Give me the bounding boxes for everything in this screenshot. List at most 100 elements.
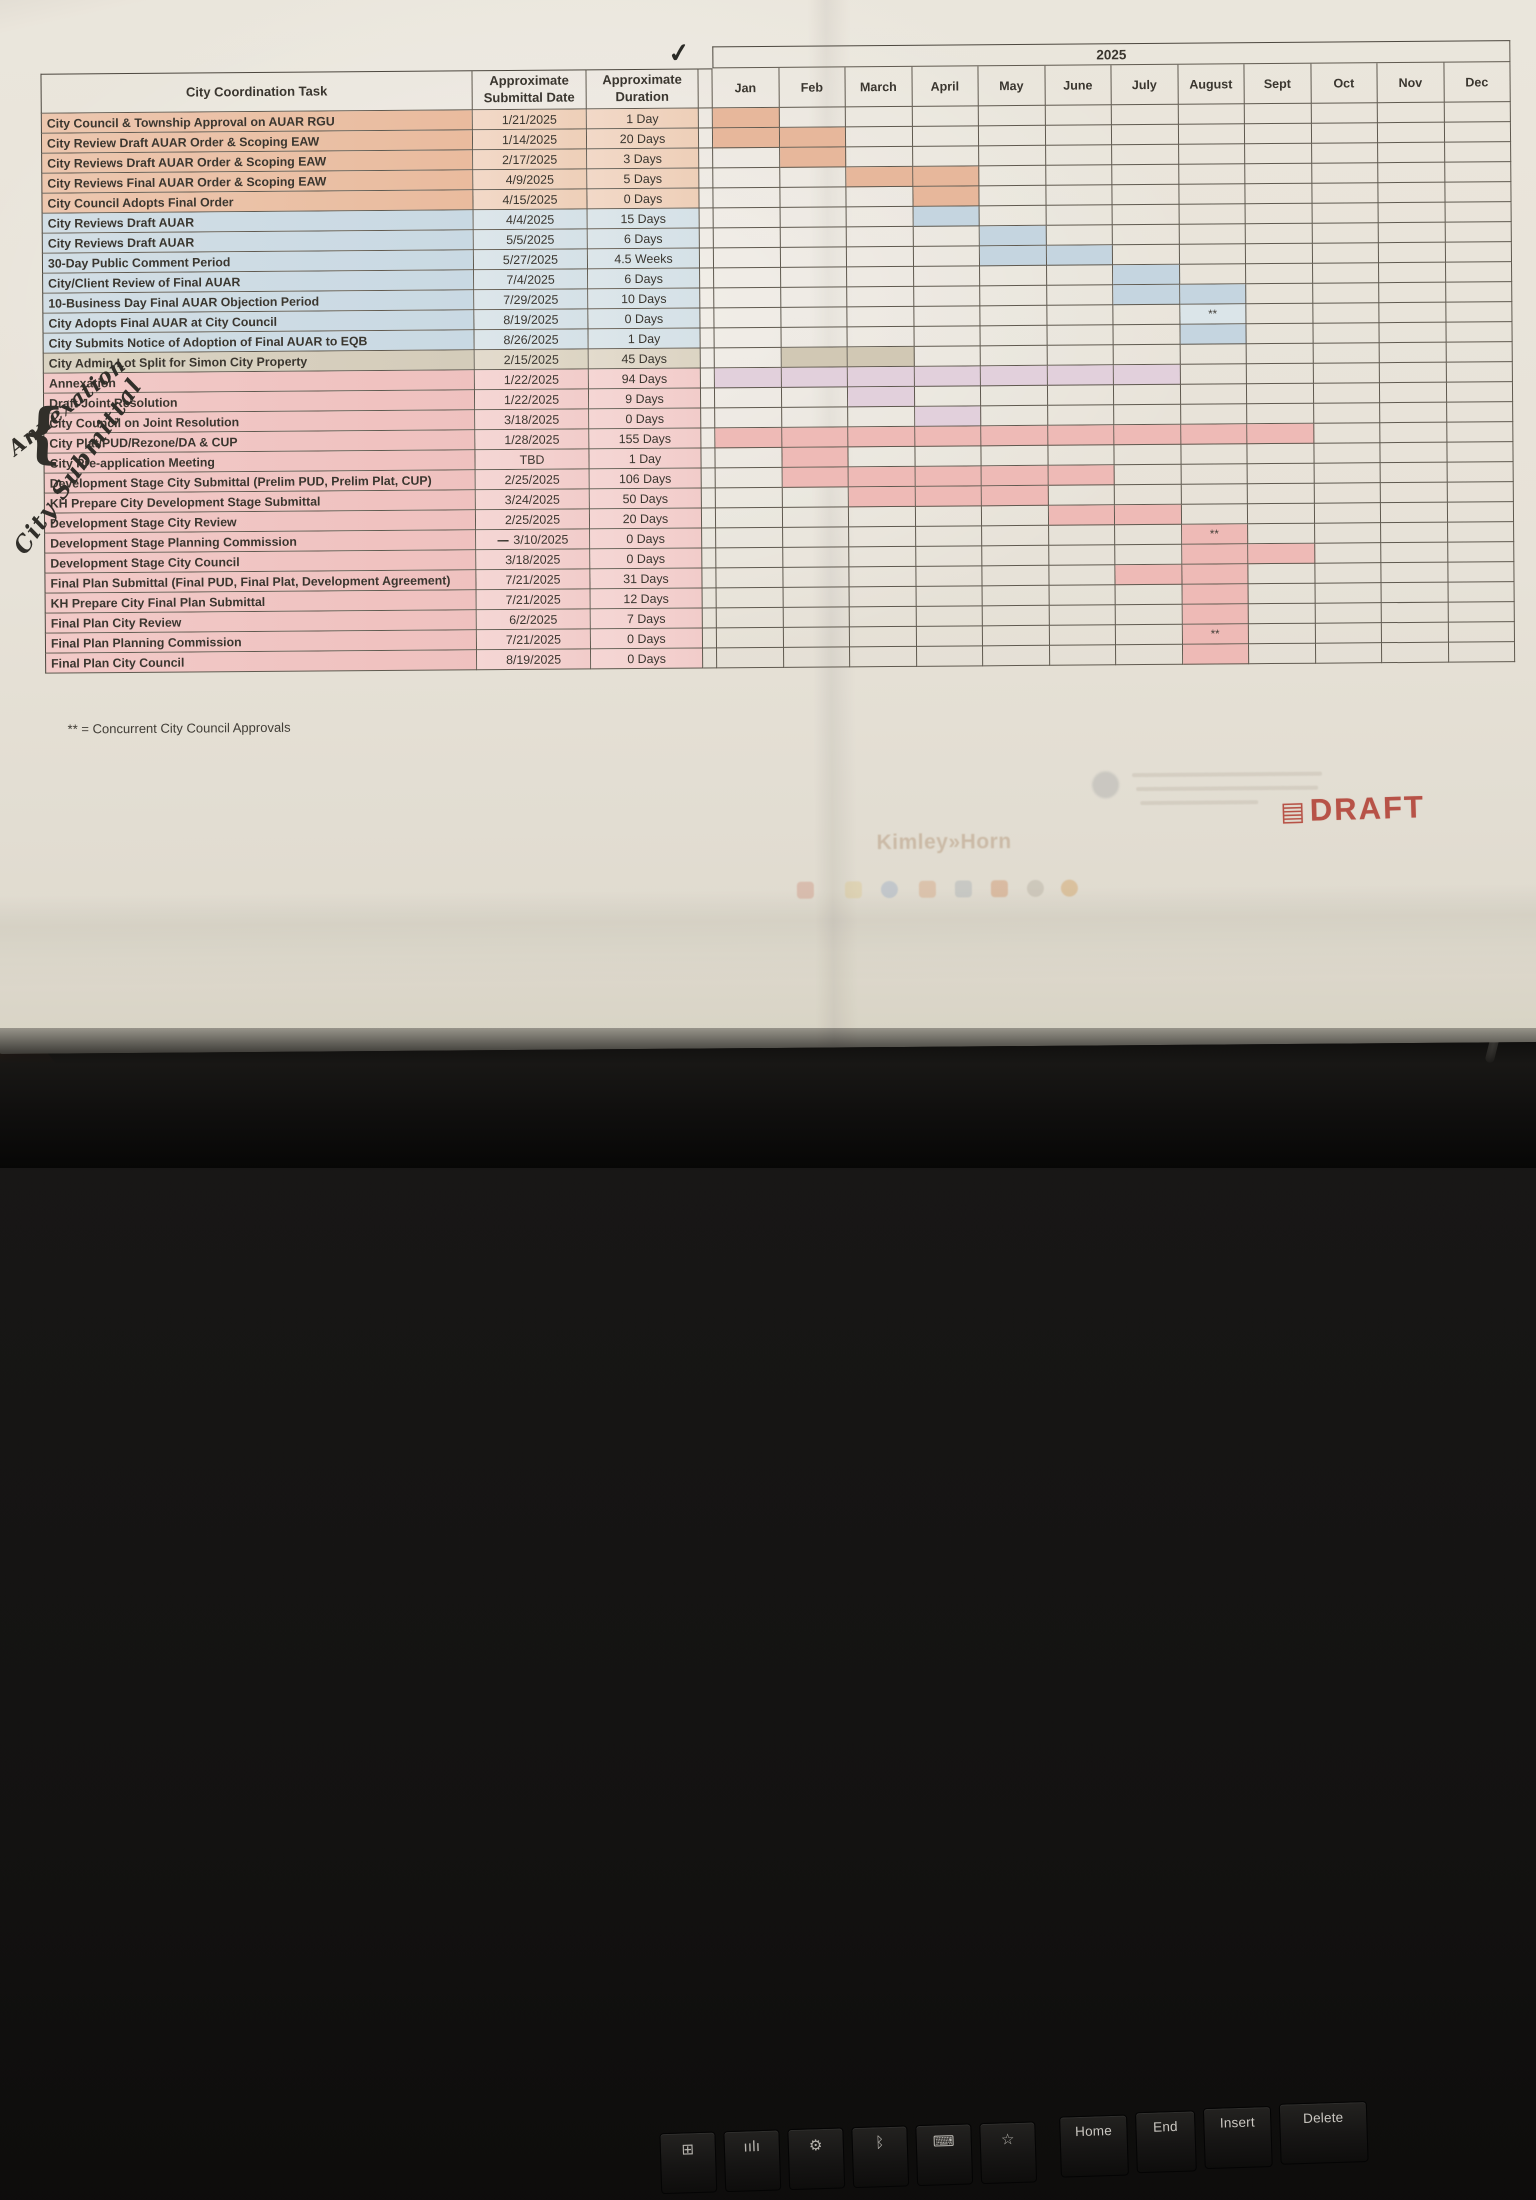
gap-column-cell	[698, 68, 713, 109]
gantt-empty-cell	[981, 445, 1049, 467]
date-cell: 1/22/2025	[474, 389, 590, 411]
gantt-empty-cell	[1379, 382, 1447, 404]
gantt-empty-cell	[1447, 542, 1515, 563]
gantt-empty-cell	[713, 167, 780, 189]
gantt-empty-cell	[1448, 582, 1515, 603]
gantt-empty-cell	[848, 506, 916, 528]
gap-column-cell	[698, 108, 713, 129]
gantt-empty-cell	[914, 446, 982, 467]
date-value: 7/21/2025	[505, 632, 562, 647]
gantt-empty-cell	[1178, 184, 1246, 205]
gantt-bar-cell	[1048, 505, 1116, 526]
date-cell: 3/18/2025	[475, 409, 590, 431]
gantt-bar-cell	[1047, 365, 1114, 386]
gantt-empty-cell	[1248, 643, 1316, 665]
gantt-empty-cell	[981, 505, 1049, 527]
gantt-empty-cell	[1447, 482, 1514, 503]
gantt-empty-cell	[1046, 265, 1114, 286]
gantt-bar-cell	[1181, 544, 1249, 565]
gantt-empty-cell	[1313, 363, 1380, 384]
gantt-empty-cell	[1312, 203, 1379, 224]
gantt-bar-cell	[782, 467, 849, 488]
submittal-date-column-header: Approximate Submittal Date	[472, 69, 587, 111]
gantt-empty-cell	[980, 345, 1048, 367]
gantt-empty-cell	[982, 605, 1050, 627]
gantt-empty-cell	[1181, 504, 1249, 525]
gantt-bar-cell	[1179, 284, 1247, 305]
gantt-empty-cell	[1248, 623, 1316, 645]
duration-cell: 0 Days	[588, 308, 701, 330]
duration-cell: 0 Days	[589, 408, 702, 430]
gantt-empty-cell	[1114, 484, 1182, 506]
gantt-empty-cell	[1045, 185, 1113, 206]
gantt-empty-cell	[1378, 182, 1446, 204]
gantt-empty-cell	[916, 626, 984, 647]
bleedthrough-app-icon	[954, 880, 972, 898]
gantt-empty-cell	[845, 106, 913, 128]
date-value: 8/26/2025	[503, 332, 559, 347]
gantt-empty-cell	[1046, 325, 1114, 346]
gantt-bar-cell	[1247, 423, 1314, 445]
gantt-empty-cell	[1447, 462, 1514, 483]
date-cell: TBD	[475, 449, 590, 471]
gantt-empty-cell	[1246, 323, 1314, 345]
keyboard-function-row: ⊞ ıılı ⚙ ᛒ ⌨ ☆ Home End Insert Delete	[619, 2092, 1536, 2200]
date-value: 2/25/2025	[504, 512, 561, 527]
gantt-empty-cell	[1315, 623, 1382, 644]
gantt-empty-cell	[1445, 282, 1513, 303]
date-cell: 7/4/2025	[474, 269, 589, 291]
gantt-empty-cell	[1245, 223, 1313, 245]
gantt-empty-cell	[1247, 443, 1315, 465]
gantt-empty-cell	[1446, 382, 1514, 403]
date-cell: 4/4/2025	[473, 209, 588, 231]
gantt-empty-cell	[1311, 143, 1379, 164]
gantt-bar-cell	[1182, 604, 1249, 625]
gantt-empty-cell	[783, 627, 851, 648]
gantt-empty-cell	[1379, 362, 1447, 384]
gantt-empty-cell	[849, 566, 917, 588]
gantt-empty-cell	[1048, 525, 1116, 546]
date-cell: 2/25/2025	[475, 469, 590, 491]
duration-cell: 20 Days	[586, 128, 700, 150]
gantt-empty-cell	[848, 446, 916, 468]
gantt-empty-cell	[1312, 243, 1380, 264]
duration-cell: 1 Day	[588, 328, 701, 350]
month-header: March	[845, 66, 913, 108]
gap-column-cell	[702, 528, 717, 549]
gantt-bar-cell	[715, 427, 782, 449]
gantt-empty-cell	[1181, 464, 1248, 485]
gap-column-cell	[700, 308, 715, 329]
gantt-empty-cell	[1049, 605, 1116, 626]
gantt-empty-cell	[1379, 302, 1446, 324]
date-value: 7/4/2025	[506, 272, 555, 287]
gantt-bar-cell	[847, 366, 915, 388]
gantt-empty-cell	[847, 306, 914, 328]
date-cell: 3/24/2025	[475, 489, 590, 511]
gantt-bar-cell	[1115, 564, 1183, 586]
gantt-empty-cell	[1381, 542, 1448, 564]
gantt-bar-cell	[1047, 425, 1115, 446]
apps-icon: ⊞	[659, 2131, 718, 2195]
gantt-empty-cell	[1380, 482, 1448, 504]
gantt-empty-cell	[980, 265, 1047, 287]
gantt-empty-cell	[780, 207, 847, 228]
gap-column-cell	[701, 428, 716, 449]
gantt-empty-cell	[1047, 405, 1115, 426]
duration-cell: 0 Days	[590, 528, 703, 550]
gantt-empty-cell	[716, 547, 783, 569]
gantt-empty-cell	[1045, 145, 1113, 166]
gantt-bar-cell	[914, 366, 981, 387]
gantt-empty-cell	[1045, 125, 1113, 146]
duration-cell: 0 Days	[587, 188, 700, 210]
key-end: End	[1134, 2110, 1197, 2174]
gantt-bar-cell	[848, 426, 915, 448]
gantt-empty-cell	[1315, 603, 1382, 624]
month-header: July	[1111, 64, 1179, 106]
gantt-empty-cell	[1178, 124, 1246, 145]
gantt-empty-cell	[1179, 244, 1247, 265]
gantt-bar-cell	[1181, 564, 1249, 585]
date-value: 8/19/2025	[505, 652, 562, 667]
gap-column-cell	[701, 508, 717, 529]
gantt-empty-cell	[849, 586, 917, 608]
gantt-bar-cell	[779, 147, 847, 168]
